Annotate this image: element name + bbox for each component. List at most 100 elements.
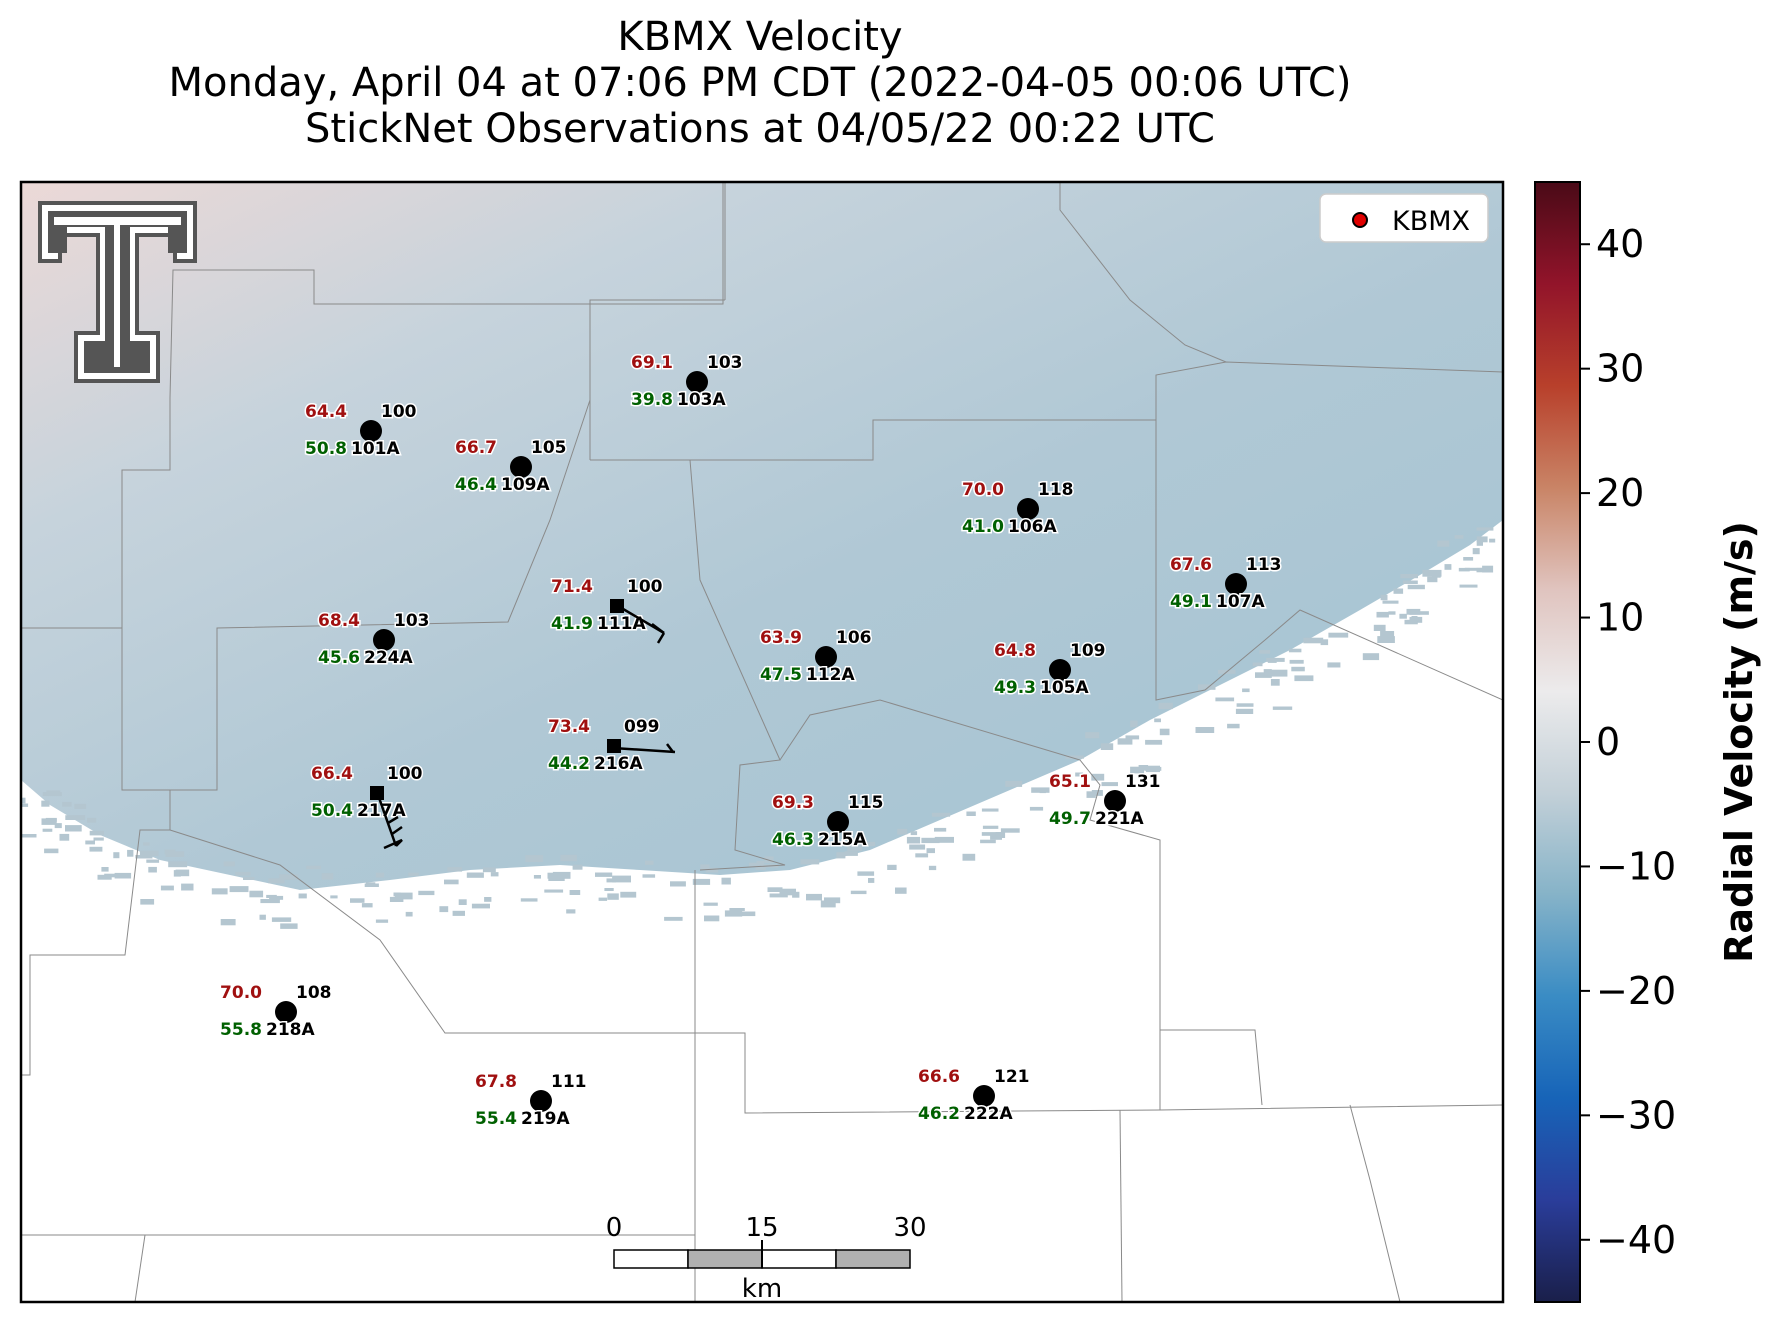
echo-speckle [767,887,783,892]
station-temperature: 63.9 [760,628,802,648]
echo-speckle [135,855,153,859]
echo-speckle [1327,662,1341,668]
echo-speckle [844,851,858,856]
wind-barb-217a [375,791,398,847]
station-marker [607,739,621,753]
echo-speckle [361,903,373,908]
echo-speckle [127,849,134,857]
echo-speckle [1444,564,1452,570]
station-probe-id: 109A [501,475,550,495]
echo-speckle [729,908,745,911]
station-101a: 64.4 100 50.8 101A [304,401,419,461]
echo-speckle [235,871,251,876]
chart-subtitle-observations: StickNet Observations at 04/05/22 00:22 … [305,106,1215,152]
echo-speckle [41,818,57,825]
echo-speckle [1252,662,1263,667]
station-temperature: 67.6 [1170,555,1212,575]
echo-speckle [1476,539,1483,546]
echo-speckle [756,860,765,867]
echo-speckle [1512,564,1528,567]
echo-speckle [21,797,26,804]
echo-speckle [1197,684,1216,690]
echo-speckle [868,878,875,883]
echo-speckle [62,801,72,807]
colorbar-tick-label: 20 [1596,471,1644,515]
echo-speckle [44,848,59,854]
echo-speckle [1489,538,1496,543]
echo-speckle [850,890,867,895]
echo-speckle [1476,536,1488,543]
scale-bar: 0 15 30 km [606,1213,927,1304]
station-id: 108 [296,983,332,1003]
echo-speckle [1464,567,1484,571]
station-temperature: 73.4 [548,717,590,737]
echo-speckle [1399,613,1407,619]
echo-speckle [572,864,583,870]
echo-speckle [114,872,132,879]
echo-speckle [595,872,613,877]
station-marker [1225,573,1247,595]
echo-speckle [857,871,875,876]
echo-speckle [779,888,796,896]
echo-speckle [1039,789,1046,794]
echo-speckle [113,852,120,859]
echo-speckle [604,888,614,891]
station-temperature: 69.3 [772,793,814,813]
station-temperature: 70.0 [962,480,1004,500]
echo-speckle [54,823,62,829]
station-id: 109 [1070,641,1106,661]
echo-speckle [330,895,338,899]
station-marker [827,811,849,833]
echo-speckle [800,859,820,865]
echo-speckle [664,916,683,921]
station-dewpoint: 45.6 [318,648,360,668]
echo-speckle [620,891,637,898]
station-dewpoint: 55.8 [220,1020,262,1040]
echo-speckle [104,873,122,878]
echo-speckle [306,865,321,870]
echo-speckle [1437,540,1450,547]
echo-speckle [1393,588,1404,594]
echo-speckle [566,909,576,914]
echo-speckle [181,883,194,891]
echo-speckle [439,906,449,913]
echo-speckle [909,844,926,850]
station-dewpoint: 46.4 [455,475,497,495]
station-id: 099 [624,717,660,737]
echo-speckle [452,910,465,916]
echo-speckle [1263,669,1272,675]
station-temperature: 64.4 [305,402,347,422]
echo-speckle [1476,527,1494,531]
map-frame [19,180,1505,1304]
echo-speckle [1101,782,1118,787]
station-marker [1017,498,1039,520]
station-dewpoint: 41.9 [551,614,593,634]
station-id: 103 [707,353,743,373]
echo-speckle [1227,723,1240,729]
echo-speckle [259,914,266,920]
station-temperature: 65.1 [1049,772,1091,792]
legend-marker-kbmx [1352,212,1368,228]
echo-speckle [1362,653,1380,661]
echo-speckle [1427,576,1438,583]
echo-speckle [981,808,999,812]
station-marker [530,1090,552,1112]
echo-speckle [1382,600,1399,604]
station-224a: 68.4 103 45.6 224A [317,610,431,670]
station-temperature: 68.4 [318,611,360,631]
echo-speckle [1458,567,1470,572]
echo-speckle [74,803,87,809]
echo-speckle [1388,611,1396,615]
echo-speckle [405,911,413,917]
texas-tech-double-t-logo [38,201,197,383]
station-probe-id: 112A [806,665,855,685]
echo-speckle [139,850,159,856]
station-probe-id: 101A [351,439,400,459]
station-marker [360,420,382,442]
echo-speckle [1291,666,1305,672]
echo-speckle [1454,535,1464,539]
station-dewpoint: 49.1 [1170,592,1212,612]
echo-speckle [1154,718,1161,723]
colorbar-tick-label: 0 [1596,720,1620,764]
colorbar-tick-label: 40 [1596,222,1644,266]
